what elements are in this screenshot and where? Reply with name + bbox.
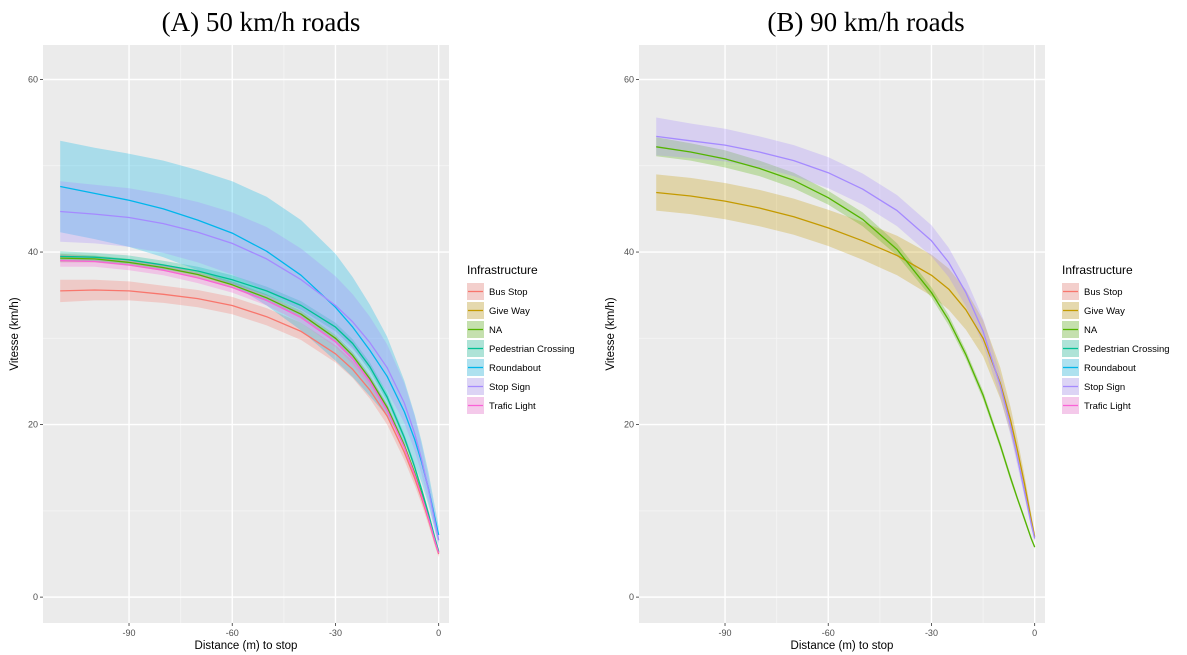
ribbon-give-way: [656, 174, 1035, 541]
x-tick-label: -90: [719, 628, 732, 638]
ribbon-roundabout: [60, 140, 439, 544]
legend-item-give-way: Give Way: [1062, 302, 1125, 319]
legend-label: Pedestrian Crossing: [489, 344, 575, 355]
y-tick-label: 0: [629, 592, 634, 602]
line-stop-sign: [60, 210, 440, 541]
ribbon-na: [656, 137, 1035, 549]
line-trafic-light: [60, 260, 440, 554]
panel-b-gridlines: [639, 45, 1045, 623]
panel-a: (A) 50 km/h roads -90 -60 -30 0 0 20 40 60 Dist…: [9, 7, 575, 652]
legend-item-give-way: Give Way: [467, 302, 530, 319]
panel-b-tick-labels: -90 -60 -30 0 0 20 40 60: [624, 75, 1037, 638]
line-stop-sign: [656, 135, 1036, 539]
panel-a-gridlines: [43, 45, 449, 623]
line-bus-stop: [60, 289, 440, 555]
y-tick-label: 40: [28, 247, 38, 257]
panel-b-series: [656, 117, 1036, 549]
legend-item-na: NA: [467, 321, 503, 338]
legend-label: Trafic Light: [489, 401, 536, 412]
legend-item-pedestrian-crossing: Pedestrian Crossing: [467, 340, 575, 357]
y-tick-label: 20: [624, 420, 634, 430]
legend-label: Give Way: [489, 306, 530, 317]
y-tick-label: 0: [33, 592, 38, 602]
legend-label: Roundabout: [1084, 363, 1136, 374]
confidence-ribbons: [60, 140, 439, 558]
panel-a-tick-labels: -90 -60 -30 0 0 20 40 60: [28, 75, 441, 638]
confidence-ribbons: [656, 117, 1035, 549]
legend-item-stop-sign: Stop Sign: [467, 378, 530, 395]
legend-label: Pedestrian Crossing: [1084, 344, 1170, 355]
line-na: [656, 146, 1036, 548]
legend-item-roundabout: Roundabout: [1062, 359, 1136, 376]
legend-item-stop-sign: Stop Sign: [1062, 378, 1125, 395]
panel-a-y-axis-label: Vitesse (km/h): [9, 297, 21, 370]
line-give-way: [656, 191, 1036, 537]
legend-label: Stop Sign: [1084, 382, 1125, 393]
legend-label: Bus Stop: [1084, 287, 1123, 298]
x-tick-label: 0: [436, 628, 441, 638]
panel-a-x-axis-label: Distance (m) to stop: [195, 640, 298, 652]
panel-a-series: [60, 140, 440, 558]
legend-item-pedestrian-crossing: Pedestrian Crossing: [1062, 340, 1170, 357]
line-pedestrian-crossing: [60, 255, 440, 552]
x-tick-label: -60: [822, 628, 835, 638]
legend-label: Roundabout: [489, 363, 541, 374]
panel-b-y-axis-label: Vitesse (km/h): [605, 297, 617, 370]
panel-b-legend-title: Infrastructure: [1062, 263, 1133, 277]
legend-label: NA: [1084, 325, 1098, 336]
panel-b-x-axis-label: Distance (m) to stop: [791, 640, 894, 652]
x-tick-label: -90: [123, 628, 136, 638]
legend-label: Trafic Light: [1084, 401, 1131, 412]
panel-b-title: (B) 90 km/h roads: [767, 7, 964, 37]
panel-a-legend: Infrastructure Bus Stop Give Way NA Pedestr…: [467, 263, 575, 414]
x-tick-label: -60: [226, 628, 239, 638]
legend-item-bus-stop: Bus Stop: [1062, 283, 1123, 300]
legend-label: Give Way: [1084, 306, 1125, 317]
legend-label: Bus Stop: [489, 287, 528, 298]
series-lines: [60, 185, 440, 555]
x-tick-label: -30: [329, 628, 342, 638]
panel-b-plot-background: [639, 45, 1045, 623]
legend-label: NA: [489, 325, 503, 336]
y-tick-label: 60: [624, 75, 634, 85]
y-tick-label: 20: [28, 420, 38, 430]
panel-a-plot-background: [43, 45, 449, 623]
y-tick-label: 60: [28, 75, 38, 85]
legend-item-trafic-light: Trafic Light: [1062, 397, 1131, 414]
panel-a-title: (A) 50 km/h roads: [162, 7, 361, 37]
panel-b: (B) 90 km/h roads -90 -60 -30 0 0 20 40 60 Dist…: [605, 7, 1170, 652]
legend-label: Stop Sign: [489, 382, 530, 393]
legend-item-trafic-light: Trafic Light: [467, 397, 536, 414]
legend-item-na: NA: [1062, 321, 1098, 338]
legend-item-bus-stop: Bus Stop: [467, 283, 528, 300]
y-tick-label: 40: [624, 247, 634, 257]
panel-b-legend: Infrastructure Bus Stop Give Way NA Pedestr…: [1062, 263, 1170, 414]
ribbon-stop-sign: [60, 181, 439, 548]
x-tick-label: 0: [1032, 628, 1037, 638]
series-lines: [656, 135, 1036, 548]
legend-item-roundabout: Roundabout: [467, 359, 541, 376]
panel-a-legend-title: Infrastructure: [467, 263, 538, 277]
x-tick-label: -30: [925, 628, 938, 638]
